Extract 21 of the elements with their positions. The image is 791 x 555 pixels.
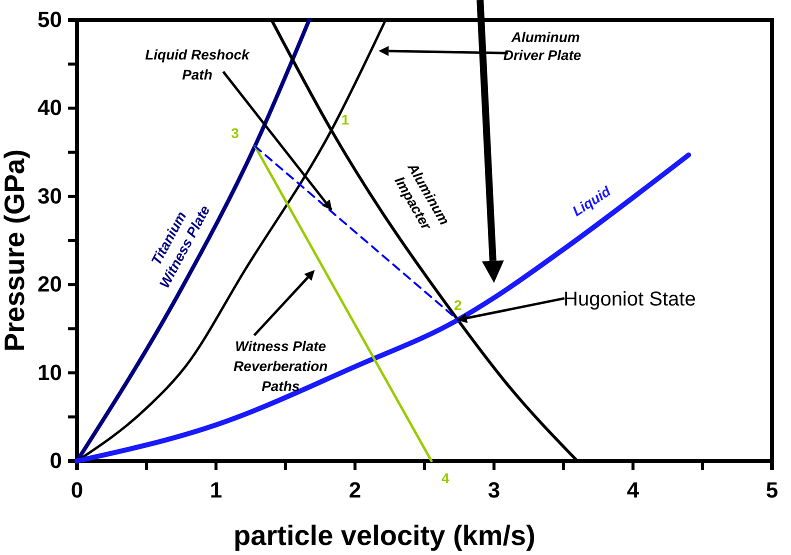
annotation: 2 <box>454 296 462 313</box>
annotation: 3 <box>231 125 240 142</box>
y-tick-label: 40 <box>38 95 62 120</box>
y-axis-title: Pressure (GPa) <box>0 149 30 352</box>
x-tick-label: 5 <box>766 478 778 503</box>
y-tick-label: 30 <box>38 183 62 208</box>
annotation: Witness Plate Reverberation Paths <box>234 338 328 394</box>
annotation: Liquid Reshock Path <box>145 46 251 83</box>
x-tick-label: 4 <box>626 478 640 503</box>
x-tick-label: 3 <box>488 478 500 503</box>
y-tick-label: 20 <box>38 272 62 297</box>
x-tick-label: 2 <box>348 478 362 503</box>
y-tick-label: 50 <box>38 7 62 32</box>
y-tick-label: 10 <box>38 360 62 385</box>
annotation: Hugoniot State <box>564 288 696 310</box>
x-axis-title: particle velocity (km/s) <box>234 520 536 551</box>
annotation: 1 <box>341 111 350 128</box>
text: Aluminum Driver Plate <box>503 29 582 64</box>
x-tick-label: 1 <box>210 478 222 503</box>
x-tick-label: 0 <box>70 478 84 503</box>
y-tick-label: 0 <box>50 448 62 474</box>
